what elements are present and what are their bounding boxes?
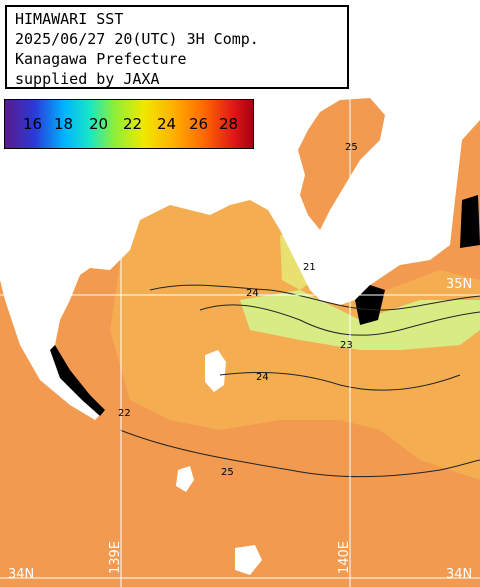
legend-tick: 18 [54,115,74,133]
legend-tick: 20 [89,115,109,133]
legend-tick: 16 [23,115,43,133]
lat-label-34n-east: 34N [446,567,473,582]
land-southern-islet [235,545,262,575]
title-datetime: 2025/06/27 20(UTC) 3H Comp. [15,30,259,48]
legend-tick: 24 [157,115,177,133]
contour-label: 24 [256,372,269,383]
title-source: supplied by JAXA [15,70,160,88]
title-product: HIMAWARI SST [15,10,124,28]
color-legend: 16 18 20 22 24 26 28 [4,99,254,149]
lat-label-35n-west: 35N [8,277,35,292]
contour-24-south [219,371,461,391]
contour-label: 22 [118,408,131,419]
contour-label: 24 [246,288,259,299]
contour-23 [199,304,480,336]
land-miura-peninsula [272,155,300,215]
legend-tick: 28 [219,115,239,133]
lat-label-34n-west: 34N [8,567,35,582]
title-panel: HIMAWARI SST 2025/06/27 20(UTC) 3H Comp.… [5,5,349,89]
contour-label: 21 [303,262,316,273]
land-izu-island [205,350,226,392]
lon-label-139e: 139E [108,540,123,574]
contour-label: 25 [221,467,234,478]
land-boso-peninsula [298,98,385,230]
legend-tick: 22 [123,115,143,133]
legend-tick: 26 [189,115,209,133]
contour-label: 23 [340,340,353,351]
title-region: Kanagawa Prefecture [15,50,187,68]
land-small-island [176,466,194,492]
coast-edge-northeast [460,195,480,248]
coast-edge-west [50,345,105,416]
lat-label-35n-east: 35N [446,277,473,292]
contour-24 [149,284,480,311]
contour-25 [119,429,480,478]
lon-label-140e: 140E [337,540,352,574]
sea-mid-band [110,200,480,480]
contour-label: 25 [345,142,358,153]
